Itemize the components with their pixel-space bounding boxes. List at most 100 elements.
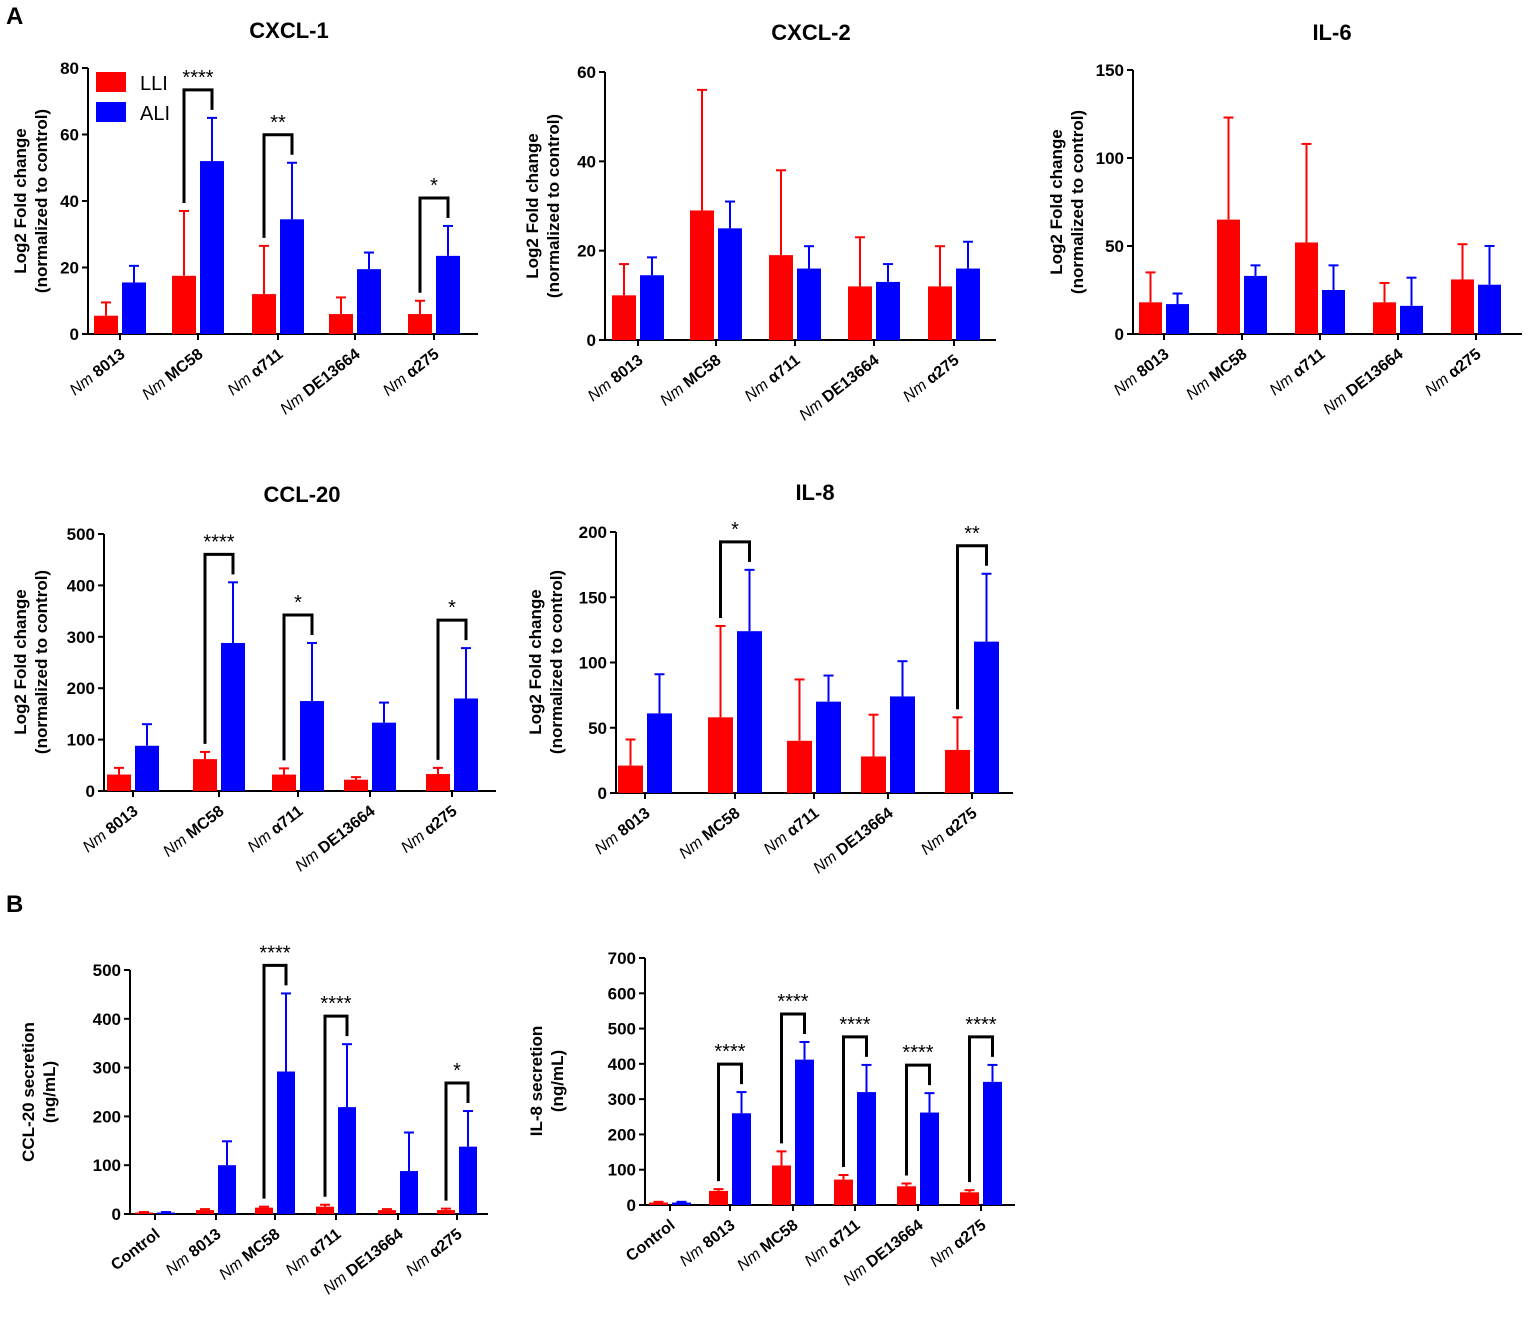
bar-ali [795, 1059, 814, 1205]
panel-label-b: B [6, 891, 23, 918]
bar-ali [797, 268, 821, 340]
x-tick-label: Nm MC58 [1183, 346, 1250, 404]
significance-label: **** [839, 1014, 870, 1036]
x-tick-label-name: α275 [403, 346, 442, 382]
y-tick-label: 500 [608, 1020, 636, 1039]
y-tick-label: 0 [112, 1205, 121, 1224]
bar-ali [1166, 304, 1189, 334]
bar-ali [718, 228, 742, 340]
chart-cxcl1: CXCL-1 Log2 Fold change (normalized to con… [11, 18, 478, 418]
chart-title: CCL-20 [263, 482, 340, 507]
y-axis-label-line: (normalized to control) [544, 114, 563, 298]
bar-ali [280, 219, 304, 334]
significance-bracket [418, 196, 450, 293]
bar-ali [920, 1112, 939, 1205]
bar-ali [459, 1146, 477, 1214]
bar-ali [816, 701, 841, 793]
y-tick-label: 100 [1096, 149, 1124, 168]
x-tick-label-name: α711 [765, 352, 804, 387]
y-tick-label: 150 [579, 588, 607, 607]
y-axis-label: CCL-20 secretion (ng/mL) [19, 1022, 59, 1162]
bar-lli [709, 1190, 728, 1205]
y-tick-label: 50 [1105, 237, 1124, 256]
significance-bracket [905, 1063, 931, 1176]
bar-ali [640, 275, 664, 340]
bar-lli [426, 774, 450, 791]
bar-lli [408, 314, 432, 334]
y-axis-label-line: (normalized to control) [547, 570, 566, 754]
x-tick-label-name: 8013 [700, 1217, 739, 1252]
x-tick-label-name: α711 [784, 805, 823, 840]
bar-lli [1217, 219, 1240, 334]
chart-title: CXCL-1 [249, 18, 328, 43]
x-tick-label-name: α275 [426, 1226, 465, 1262]
bar-lli [769, 255, 793, 340]
x-tick-label: Nm α711 [742, 352, 804, 405]
y-axis-label-line: Log2 Fold change [11, 589, 30, 734]
legend-swatch-ali [96, 102, 126, 122]
chart-title: IL-6 [1312, 20, 1351, 45]
y-axis-label: Log2 Fold change (normalized to control) [11, 570, 51, 754]
x-tick-label-name: α711 [306, 1226, 345, 1261]
significance-bracket [182, 88, 214, 203]
x-tick-label: Nm α275 [380, 346, 442, 400]
x-tick-label-name: α275 [923, 352, 962, 388]
chart-ccl20sec: CCL-20 secretion (ng/mL) 0 100 200 300 400 500 C… [19, 942, 488, 1298]
y-tick-label: 100 [93, 1156, 121, 1175]
bar-ali [857, 1092, 876, 1205]
x-tick-label: Nm α275 [403, 1226, 465, 1280]
x-tick-label-name: DE13664 [819, 352, 882, 407]
bar-lli [861, 756, 886, 793]
y-tick-label: 300 [67, 628, 95, 647]
bar-ali [1400, 305, 1423, 334]
bar-lli [1373, 302, 1396, 334]
x-tick-label-name: MC58 [680, 352, 724, 392]
y-tick-label: 200 [93, 1107, 121, 1126]
x-tick-label: Nm 8013 [585, 352, 647, 405]
legend-label-lli: LLI [140, 73, 168, 95]
x-tick-label-name: α275 [941, 805, 980, 841]
x-tick-label-name: α275 [950, 1217, 989, 1253]
y-tick-label: 60 [60, 126, 79, 145]
significance-label: **** [777, 991, 808, 1013]
x-tick-label-name: DE13664 [343, 1226, 406, 1281]
x-tick-label-name: MC58 [1206, 346, 1250, 386]
y-axis-label-line: Log2 Fold change [1047, 129, 1066, 274]
x-tick-label: Nm DE13664 [810, 805, 896, 878]
x-tick-label: Nm MC58 [676, 805, 743, 863]
x-tick-label: Nm α275 [398, 803, 460, 857]
bar-ali [1244, 275, 1267, 334]
significance-bracket [956, 544, 988, 710]
x-tick-label: Nm α711 [245, 803, 307, 856]
bar-lli [1295, 242, 1318, 334]
y-tick-label: 100 [608, 1161, 636, 1180]
significance-bracket [717, 1062, 743, 1182]
panel-label-a: A [6, 3, 23, 30]
x-tick-label-name: MC58 [757, 1217, 801, 1257]
bar-lli [708, 717, 733, 793]
bar-ali [372, 722, 396, 791]
bar-lli [772, 1165, 791, 1205]
chart-cxcl2: CXCL-2 Log2 Fold change (normalized to con… [523, 20, 996, 424]
y-tick-label: 100 [67, 731, 95, 750]
y-tick-label: 400 [608, 1055, 636, 1074]
x-tick-label: Nm α711 [1267, 346, 1329, 399]
x-tick-label-name: DE13664 [863, 1217, 926, 1272]
bar-lli [960, 1192, 979, 1205]
x-tick-label: Nm 8013 [163, 1226, 225, 1279]
x-tick-label: Nm α275 [900, 352, 962, 406]
y-tick-label: 300 [93, 1059, 121, 1078]
x-tick-label-name: DE13664 [833, 805, 896, 860]
bar-lli [252, 294, 276, 334]
bar-lli [928, 286, 952, 340]
bar-ali [956, 268, 980, 340]
bar-lli [612, 295, 636, 340]
bar-ali [454, 698, 478, 791]
y-axis-label-line: (normalized to control) [1068, 110, 1087, 294]
significance-label: * [731, 519, 739, 541]
x-tick-label-name: 8013 [186, 1226, 225, 1261]
x-tick-label: Nm 8013 [67, 346, 129, 399]
chart-il8: IL-8 Log2 Fold change (normalized to contr… [526, 480, 1013, 877]
